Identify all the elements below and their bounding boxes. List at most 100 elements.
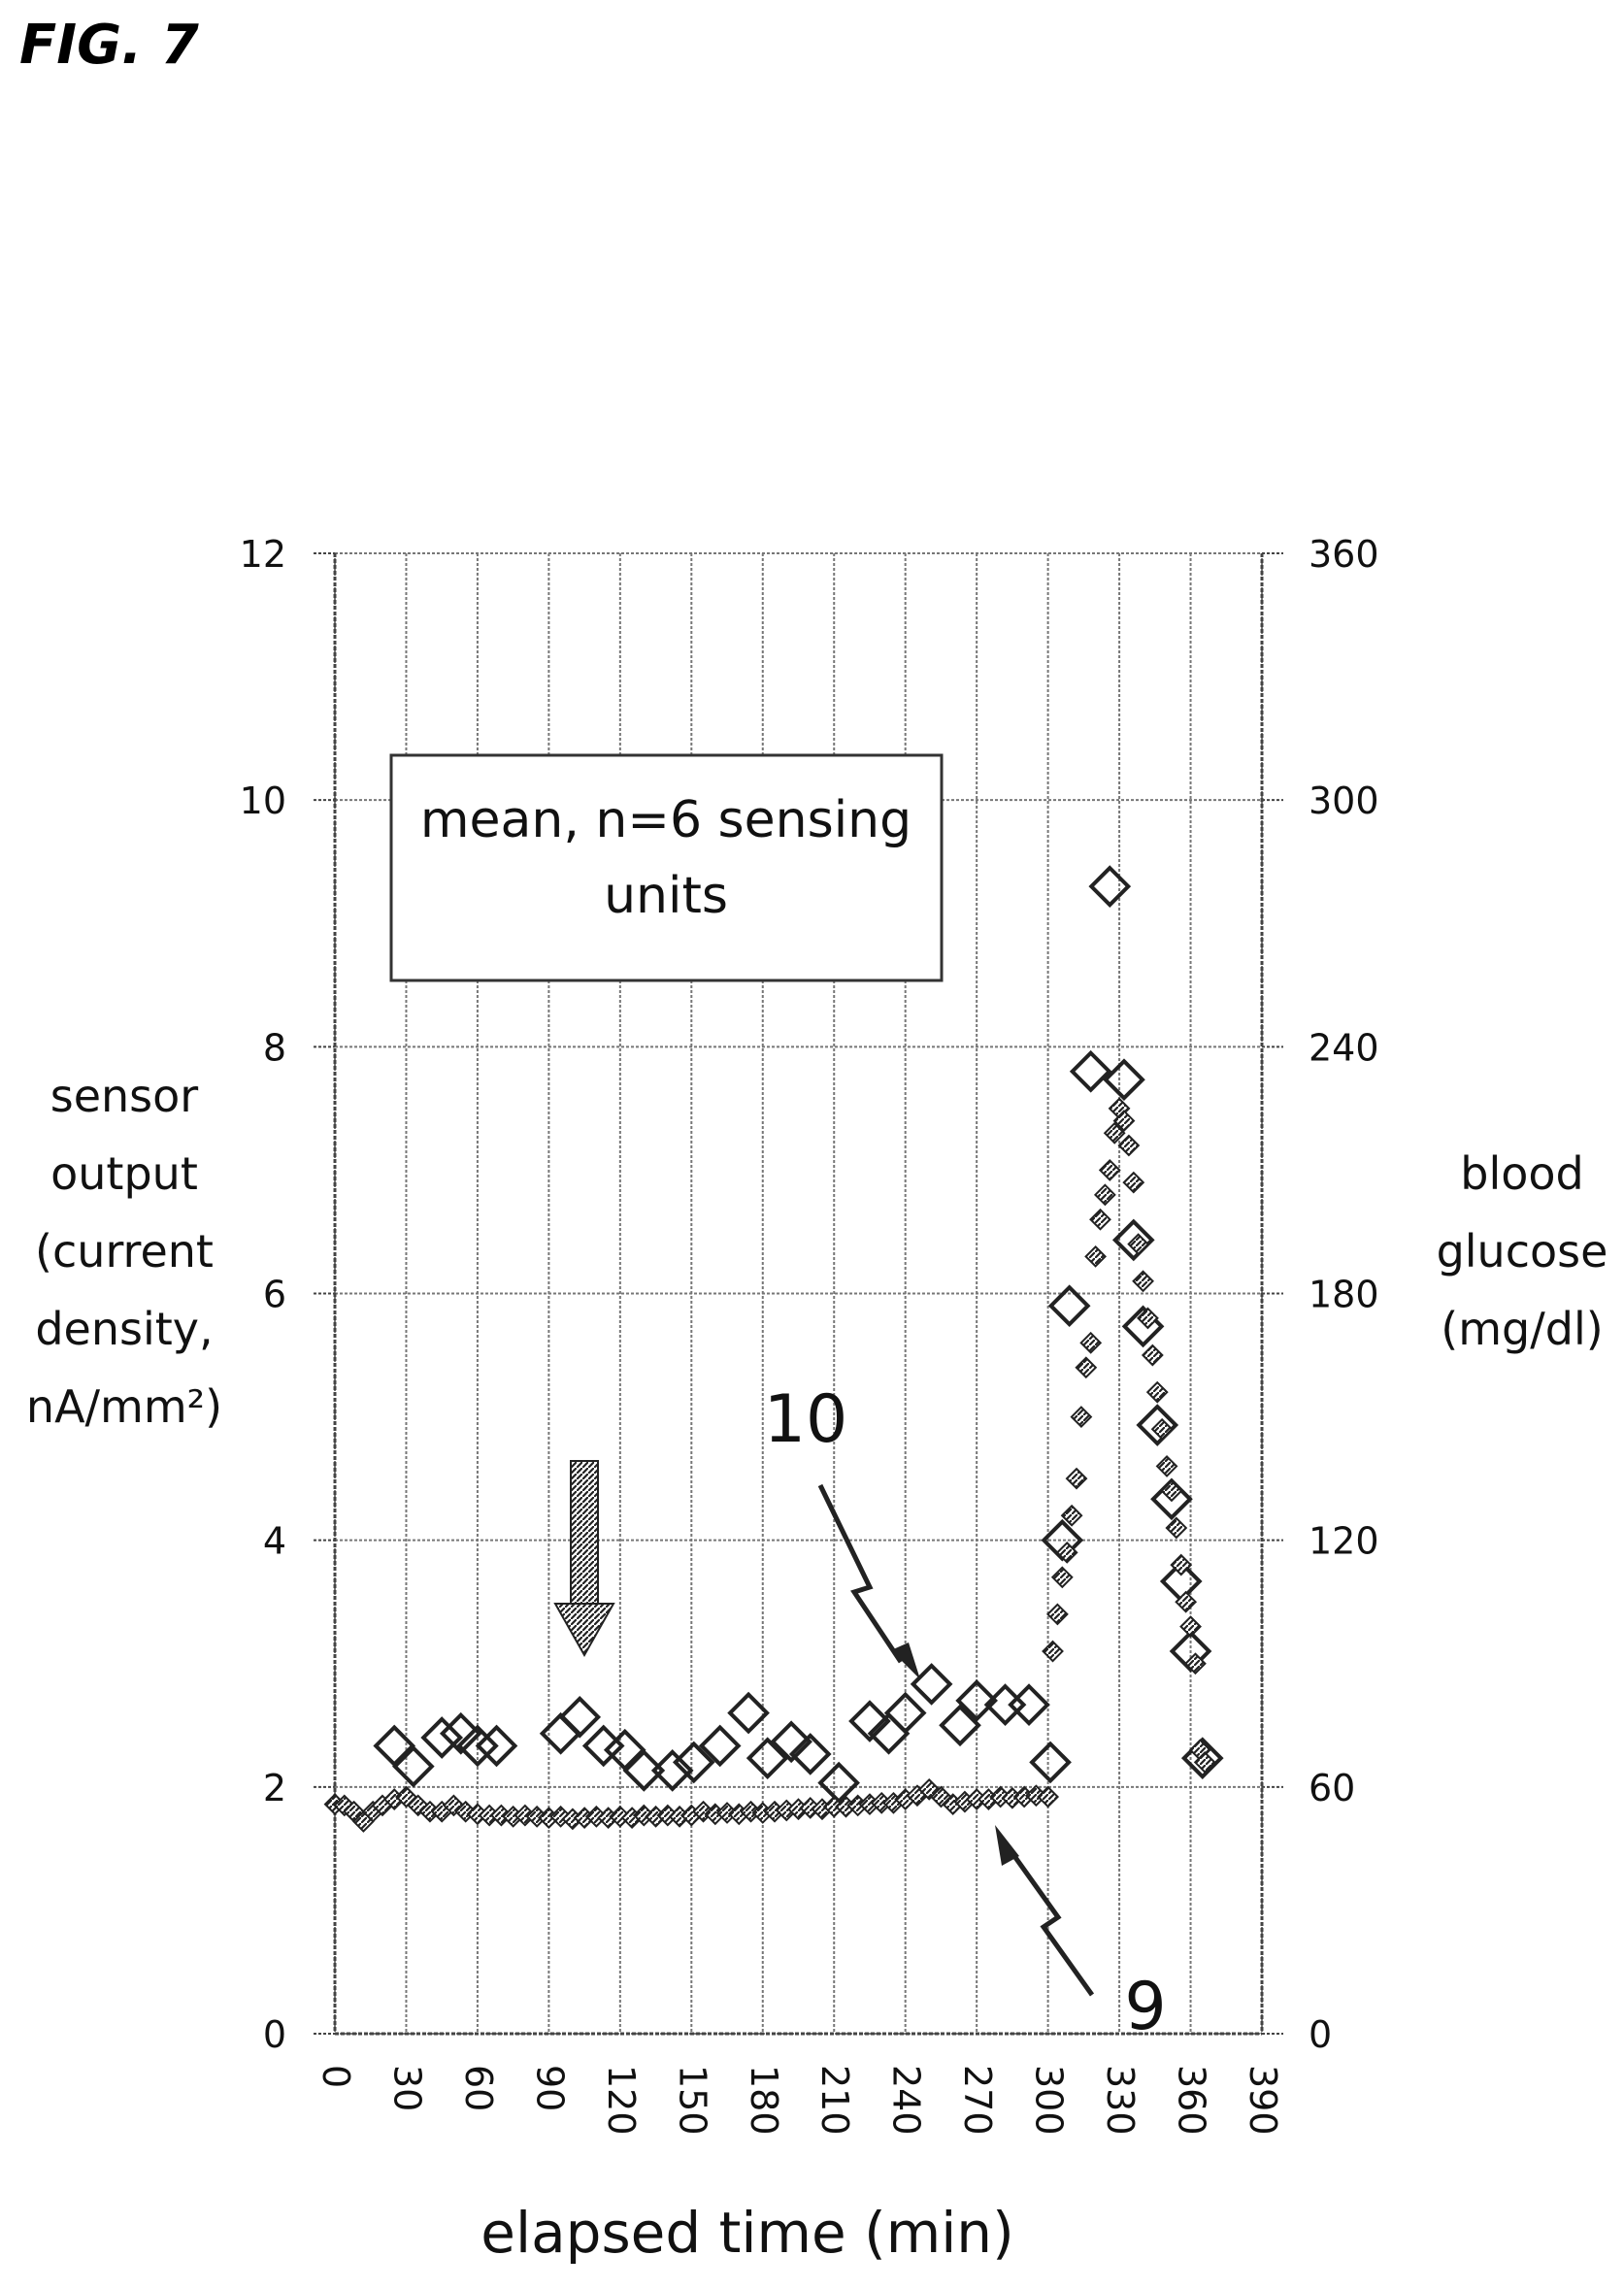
- open-diamond-point: [770, 1720, 812, 1764]
- filled-diamond-point: [1093, 1183, 1116, 1207]
- open-diamond-point: [672, 1741, 715, 1784]
- right-ylabel-line-2: glucose: [1437, 1225, 1608, 1277]
- x-tick-label: 120: [600, 2065, 643, 2136]
- open-diamond-point: [650, 1749, 694, 1792]
- annotation-box: mean, n=6 sensing units: [389, 753, 944, 982]
- filled-diamond-point: [1165, 1516, 1188, 1540]
- filled-diamond-point: [1117, 1134, 1141, 1157]
- open-diamond-point: [1103, 1058, 1145, 1102]
- open-diamond-point: [698, 1724, 742, 1768]
- left-ylabel-line-2: output: [50, 1147, 198, 1200]
- series-label-9: 9: [1124, 1969, 1166, 2045]
- open-diamond-point: [817, 1761, 860, 1805]
- open-diamond-point: [1088, 865, 1132, 908]
- right-y-tick-label: 60: [1309, 1767, 1355, 1809]
- left-y-tick-label: 2: [263, 1767, 286, 1809]
- figure-label: FIG. 7: [19, 14, 199, 77]
- filled-diamond-point: [1089, 1208, 1111, 1231]
- open-diamond-point: [955, 1679, 998, 1722]
- filled-diamond-point: [1037, 1785, 1060, 1808]
- open-diamond-point: [883, 1691, 927, 1735]
- left-y-tick-label: 12: [240, 533, 286, 576]
- open-diamond-point: [910, 1663, 953, 1706]
- filled-diamond-point: [1179, 1615, 1202, 1639]
- right-y-tick-label: 120: [1309, 1520, 1379, 1563]
- filled-diamond-point: [1103, 1121, 1126, 1144]
- open-diamond-point: [373, 1724, 416, 1768]
- open-diamond-point: [539, 1711, 582, 1755]
- open-diamond-point: [788, 1733, 832, 1775]
- x-tick-label: 60: [457, 2065, 500, 2111]
- filled-diamond-point: [1175, 1590, 1198, 1613]
- right-y-tick-label: 0: [1309, 2013, 1332, 2056]
- filled-diamond-point: [1193, 1751, 1216, 1774]
- right-ylabel-line-1: blood: [1460, 1147, 1583, 1200]
- open-diamond-point: [1029, 1741, 1072, 1784]
- x-tick-label: 330: [1099, 2065, 1142, 2136]
- filled-diamond-point: [1127, 1233, 1150, 1256]
- open-diamond-point: [1008, 1683, 1050, 1726]
- x-tick-label: 240: [885, 2065, 928, 2136]
- event-arrow: [553, 1460, 615, 1658]
- left-ylabel-line-4: density,: [35, 1303, 213, 1355]
- left-ylabel-line-1: sensor: [50, 1070, 199, 1122]
- x-tick-label: 90: [528, 2065, 571, 2111]
- pointer-arrow-10: [817, 1483, 920, 1679]
- x-tick-label: 360: [1171, 2065, 1213, 2136]
- right-y-tick-label: 180: [1309, 1274, 1379, 1316]
- annotation-line-2: units: [604, 867, 728, 925]
- filled-diamond-point: [1075, 1356, 1098, 1379]
- open-diamond-point: [456, 1724, 499, 1768]
- open-diamond-point: [1180, 1737, 1224, 1780]
- x-tick-label: 150: [671, 2065, 713, 2136]
- filled-diamond-point: [1060, 1504, 1083, 1527]
- open-diamond-point: [1136, 1404, 1179, 1446]
- filled-diamond-point: [1184, 1652, 1207, 1675]
- filled-diamond-point: [1150, 1417, 1174, 1441]
- open-diamond-point: [439, 1711, 482, 1755]
- filled-diamond-point: [1160, 1479, 1183, 1503]
- filled-diamond-point: [1098, 1159, 1121, 1181]
- pointer-arrow-9: [995, 1825, 1095, 1997]
- x-tick-label: 300: [1028, 2065, 1071, 2136]
- filled-diamond-point: [1045, 1603, 1069, 1626]
- right-y-axis-label: blood glucose (mg/dl): [1437, 1147, 1608, 1355]
- filled-diamond-point: [1042, 1640, 1064, 1663]
- filled-diamond-point: [1050, 1566, 1074, 1589]
- open-diamond-point: [848, 1700, 891, 1742]
- right-y-tick-label: 240: [1309, 1026, 1379, 1069]
- left-ylabel-line-5: nA/mm²): [26, 1380, 222, 1433]
- left-y-tick-label: 10: [240, 780, 286, 822]
- series-filled-diamonds: [323, 1097, 1216, 1833]
- filled-diamond-point: [1137, 1307, 1159, 1330]
- right-y-tick-label: 300: [1309, 780, 1379, 822]
- filled-diamond-point: [1155, 1455, 1178, 1477]
- filled-diamond-point: [1122, 1171, 1145, 1194]
- filled-diamond-point: [1112, 1110, 1136, 1132]
- series-open-diamonds: [373, 865, 1224, 1805]
- x-tick-label: 0: [315, 2065, 357, 2088]
- x-tick-label: 180: [743, 2065, 785, 2136]
- open-diamond-point: [475, 1724, 518, 1768]
- filled-diamond-point: [1055, 1541, 1078, 1564]
- series-label-10: 10: [764, 1381, 848, 1458]
- left-y-tick-label: 4: [263, 1520, 286, 1563]
- filled-diamond-point: [1070, 1406, 1093, 1428]
- open-diamond-point: [622, 1749, 666, 1792]
- open-diamond-point: [558, 1695, 602, 1739]
- left-y-tick-label: 8: [263, 1026, 286, 1069]
- open-diamond-point: [746, 1737, 789, 1780]
- filled-diamond-point: [1141, 1344, 1164, 1367]
- filled-diamond-point: [1170, 1553, 1193, 1576]
- open-diamond-point: [1047, 1284, 1091, 1328]
- x-tick-label: 30: [385, 2065, 428, 2111]
- left-y-tick-label: 6: [263, 1274, 286, 1316]
- filled-diamond-point: [1132, 1270, 1154, 1293]
- filled-diamond-point: [1145, 1380, 1169, 1404]
- left-y-tick-label: 0: [263, 2013, 286, 2056]
- left-y-axis-label: sensor output (current density, nA/mm²): [26, 1070, 222, 1433]
- open-diamond-point: [939, 1704, 981, 1747]
- filled-diamond-point: [1079, 1331, 1103, 1354]
